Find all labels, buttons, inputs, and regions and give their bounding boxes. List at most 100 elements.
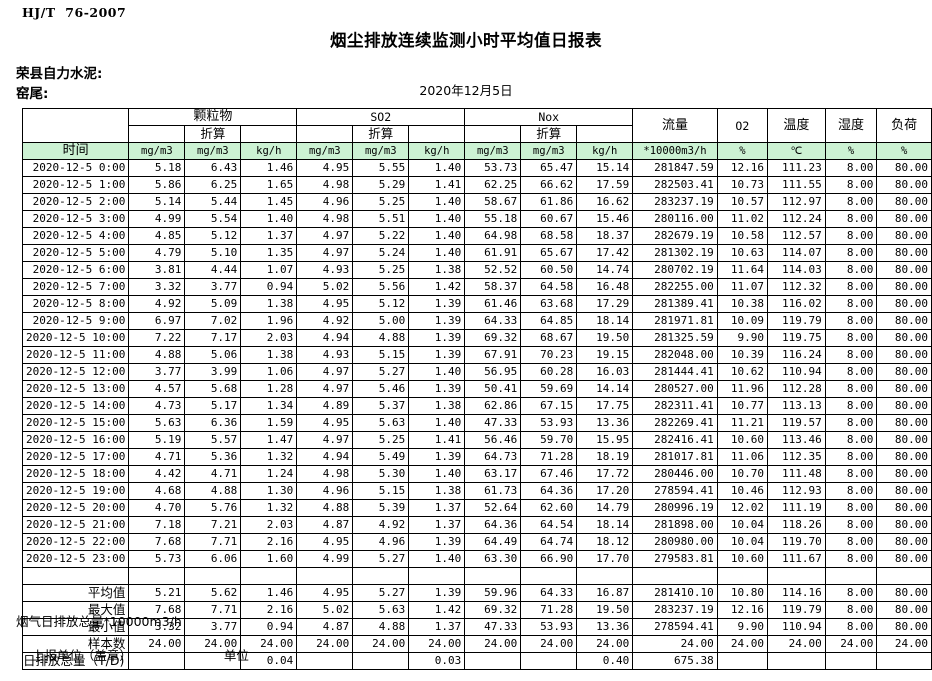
cell-temperature: 112.93 bbox=[766, 482, 826, 500]
cell-pm-kgh: 1.59 bbox=[240, 414, 298, 432]
cell-timestamp: 2020-12-5 18:00 bbox=[21, 465, 130, 483]
cell-nox-kgh: 18.12 bbox=[576, 533, 634, 551]
cell-nox-converted: 60.28 bbox=[520, 363, 578, 381]
cell-flow: 280527.00 bbox=[632, 380, 718, 398]
cell-nox-converted: 59.70 bbox=[520, 431, 578, 449]
cell-load: 80.00 bbox=[876, 397, 932, 415]
cell-pm-mgm3: 4.99 bbox=[128, 210, 186, 228]
table-row: 2020-12-5 9:00 6.97 7.02 1.96 4.92 5.00 1.39 64… bbox=[21, 312, 932, 330]
cell-flow: 283237.19 bbox=[632, 193, 718, 211]
cell-nox-mgm3: 63.17 bbox=[464, 465, 522, 483]
cell-temperature: 119.79 bbox=[766, 312, 826, 330]
cell-so2-converted: 5.27 bbox=[352, 584, 410, 602]
table-row: 2020-12-5 20:00 4.70 5.76 1.32 4.88 5.39 1.37 5… bbox=[21, 499, 932, 517]
cell-so2-mgm3: 4.98 bbox=[296, 210, 354, 228]
cell-o2: 10.46 bbox=[716, 482, 768, 500]
cell-temperature: 112.28 bbox=[766, 380, 826, 398]
cell-load: 80.00 bbox=[876, 414, 932, 432]
sub-header-nox-blank bbox=[464, 125, 522, 143]
cell-nox-mgm3: 69.32 bbox=[464, 601, 522, 619]
cell-pm-mgm3: 5.14 bbox=[128, 193, 186, 211]
cell-pm-kgh: 2.16 bbox=[240, 533, 298, 551]
cell-daily-temperature bbox=[766, 652, 826, 670]
cell-nox-mgm3: 62.25 bbox=[464, 176, 522, 194]
cell-flow: 278594.41 bbox=[632, 618, 718, 636]
cell-so2-mgm3: 4.87 bbox=[296, 516, 354, 534]
unit-so2-kgh: kg/h bbox=[408, 142, 466, 160]
unit-flow: *10000m3/h bbox=[632, 142, 718, 160]
cell-o2: 24.00 bbox=[716, 635, 768, 653]
cell-o2: 10.70 bbox=[716, 465, 768, 483]
cell-o2: 12.16 bbox=[716, 601, 768, 619]
header-group-flow: 流量 bbox=[632, 108, 718, 143]
cell-temperature: 116.02 bbox=[766, 295, 826, 313]
cell-nox-kgh: 24.00 bbox=[576, 635, 634, 653]
cell-flow: 282503.41 bbox=[632, 176, 718, 194]
table-row: 2020-12-5 10:00 7.22 7.17 2.03 4.94 4.88 1.39 6… bbox=[21, 329, 932, 347]
cell-so2-converted: 5.25 bbox=[352, 431, 410, 449]
sub-header-row: 折算 折算 折算 bbox=[23, 125, 932, 143]
cell-pm-converted: 5.57 bbox=[184, 431, 242, 449]
cell-pm-kgh: 1.34 bbox=[240, 397, 298, 415]
cell-so2-converted: 5.63 bbox=[352, 601, 410, 619]
cell-so2-mgm3: 4.95 bbox=[296, 584, 354, 602]
cell-load: 24.00 bbox=[876, 635, 932, 653]
standard-code: HJ/T 76-2007 bbox=[22, 5, 127, 20]
cell-temperature: 111.48 bbox=[766, 465, 826, 483]
cell-so2-kgh: 1.40 bbox=[408, 465, 466, 483]
cell-timestamp: 2020-12-5 20:00 bbox=[21, 499, 130, 517]
cell-pm-kgh: 1.38 bbox=[240, 295, 298, 313]
cell-daily-so2-mgm3 bbox=[296, 652, 354, 670]
cell-so2-converted: 5.00 bbox=[352, 312, 410, 330]
cell-so2-converted: 5.25 bbox=[352, 193, 410, 211]
cell-temperature: 113.46 bbox=[766, 431, 826, 449]
cell-nox-converted: 71.28 bbox=[520, 448, 578, 466]
cell-pm-kgh: 0.94 bbox=[240, 278, 298, 296]
group-header-row: 颗粒物 SO2 Nox 流量 O2 温度 湿度 负荷 bbox=[21, 108, 932, 143]
cell-temperature: 119.75 bbox=[766, 329, 826, 347]
sub-header-pm-blank2 bbox=[240, 125, 298, 143]
cell-blank bbox=[766, 567, 826, 585]
cell-so2-converted: 5.22 bbox=[352, 227, 410, 245]
cell-daily-nox-kgh: 0.40 bbox=[576, 652, 634, 670]
cell-load: 80.00 bbox=[876, 465, 932, 483]
cell-nox-kgh: 18.14 bbox=[576, 516, 634, 534]
cell-pm-mgm3: 3.32 bbox=[128, 618, 186, 636]
cell-load: 80.00 bbox=[876, 431, 932, 449]
table-row: 2020-12-5 15:00 5.63 6.36 1.59 4.95 5.63 1.40 4… bbox=[21, 414, 932, 432]
cell-humidity: 8.00 bbox=[824, 227, 878, 245]
cell-nox-mgm3: 24.00 bbox=[464, 635, 522, 653]
cell-humidity: 8.00 bbox=[824, 431, 878, 449]
cell-so2-kgh: 1.42 bbox=[408, 601, 466, 619]
cell-temperature: 118.26 bbox=[766, 516, 826, 534]
cell-so2-mgm3: 4.96 bbox=[296, 482, 354, 500]
cell-temperature: 116.24 bbox=[766, 346, 826, 364]
cell-o2: 11.96 bbox=[716, 380, 768, 398]
cell-timestamp: 2020-12-5 15:00 bbox=[21, 414, 130, 432]
cell-o2: 10.63 bbox=[716, 244, 768, 262]
summary-row: 平均值 5.21 5.62 1.46 4.95 5.27 1.39 59.96 64.33 16.… bbox=[21, 584, 932, 602]
cell-load: 80.00 bbox=[876, 346, 932, 364]
cell-nox-kgh: 17.20 bbox=[576, 482, 634, 500]
cell-nox-mgm3: 58.67 bbox=[464, 193, 522, 211]
cell-so2-mgm3: 4.97 bbox=[296, 380, 354, 398]
cell-o2: 10.04 bbox=[716, 516, 768, 534]
cell-nox-converted: 64.85 bbox=[520, 312, 578, 330]
table-row: 2020-12-5 17:00 4.71 5.36 1.32 4.94 5.49 1.39 6… bbox=[21, 448, 932, 466]
cell-timestamp: 2020-12-5 8:00 bbox=[21, 295, 130, 313]
cell-load: 80.00 bbox=[876, 244, 932, 262]
cell-pm-kgh: 1.30 bbox=[240, 482, 298, 500]
cell-nox-mgm3: 56.95 bbox=[464, 363, 522, 381]
cell-so2-kgh: 1.39 bbox=[408, 312, 466, 330]
cell-o2: 10.60 bbox=[716, 550, 768, 568]
cell-timestamp: 2020-12-5 23:00 bbox=[21, 550, 130, 568]
cell-nox-mgm3: 52.52 bbox=[464, 261, 522, 279]
cell-so2-mgm3: 5.02 bbox=[296, 601, 354, 619]
cell-pm-kgh: 2.03 bbox=[240, 329, 298, 347]
cell-blank bbox=[520, 567, 578, 585]
cell-so2-kgh: 1.39 bbox=[408, 295, 466, 313]
cell-humidity: 8.00 bbox=[824, 465, 878, 483]
cell-so2-mgm3: 4.92 bbox=[296, 312, 354, 330]
cell-flow: 281325.59 bbox=[632, 329, 718, 347]
cell-pm-kgh: 1.28 bbox=[240, 380, 298, 398]
